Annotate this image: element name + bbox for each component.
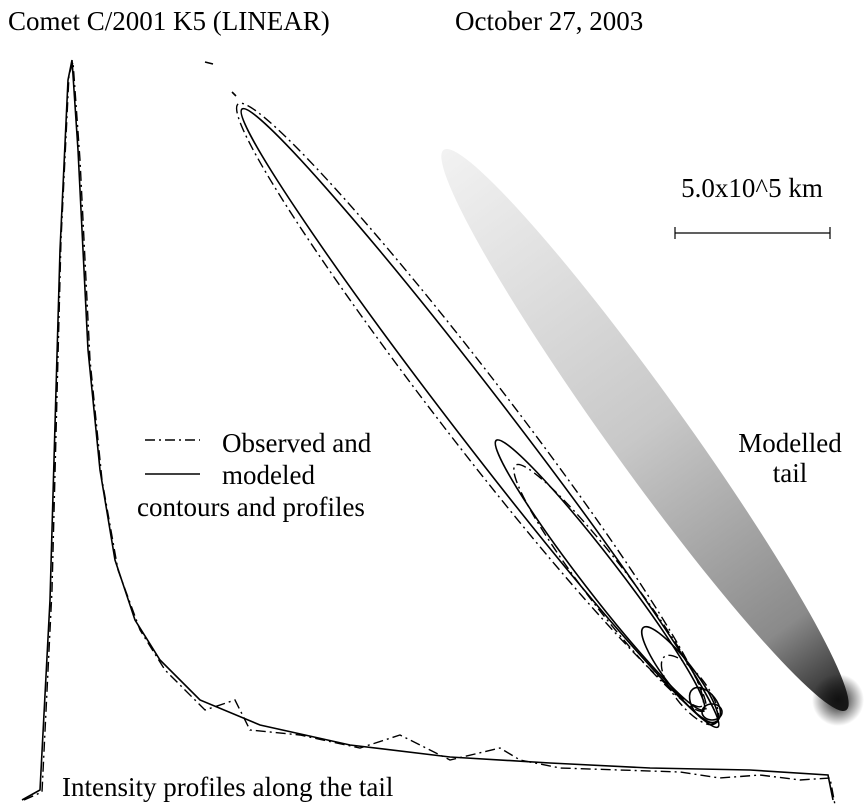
legend-text: modeled <box>222 460 315 490</box>
profile-label: Intensity profiles along the tail <box>62 772 393 802</box>
tail-label: Modelled <box>738 428 842 458</box>
tail-label: tail <box>773 458 808 488</box>
legend-text: contours and profiles <box>137 492 365 522</box>
legend-text: Observed and <box>222 428 372 458</box>
scale-label: 5.0x10^5 km <box>681 173 823 203</box>
title-object: Comet C/2001 K5 (LINEAR) <box>8 6 330 36</box>
title-date: October 27, 2003 <box>455 6 643 36</box>
modelled-tail <box>441 148 864 726</box>
scale-bar <box>674 227 831 239</box>
profiles <box>21 59 836 806</box>
contours <box>204 61 723 729</box>
